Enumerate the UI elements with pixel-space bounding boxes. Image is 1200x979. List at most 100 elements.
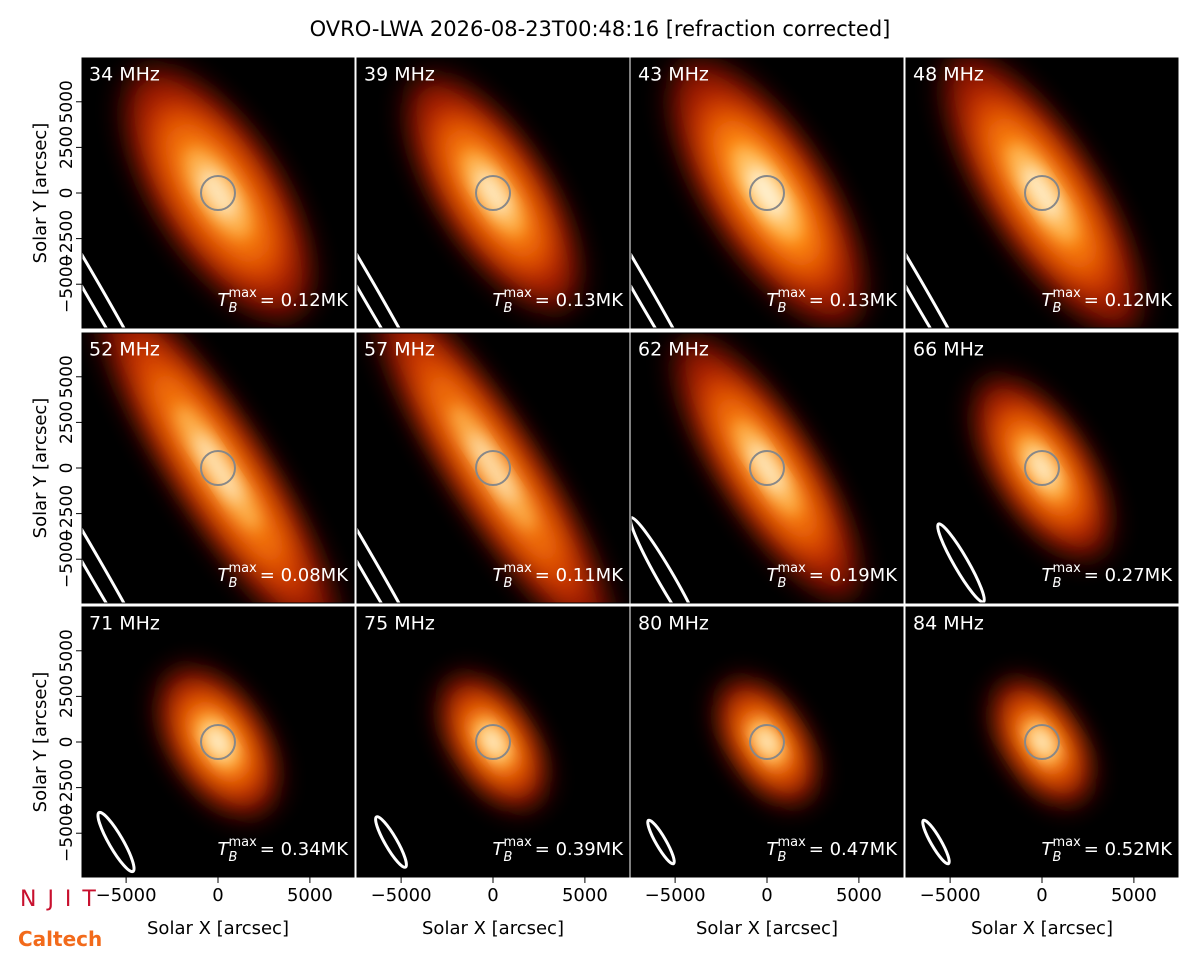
tb-value: = 0.47MK [809, 839, 898, 860]
panel [82, 607, 354, 877]
freq-label: 80 MHz [638, 613, 709, 635]
panel-frame [905, 332, 1179, 604]
tb-sup: max [503, 835, 532, 850]
beam [631, 516, 706, 603]
beam [631, 147, 723, 328]
tb-sub: B [229, 301, 238, 316]
y-tick-label: −2500 [57, 759, 77, 817]
solar-disk [749, 175, 785, 211]
tb-label: TBmax = 0.39MK [493, 835, 625, 865]
tb-label: TBmax = 0.08MK [218, 561, 350, 591]
beam [646, 818, 676, 866]
y-axis-label: Solar Y [arcsec] [30, 123, 51, 264]
tb-symbol: T [767, 839, 780, 860]
panel [357, 333, 629, 603]
tb-symbol: T [1042, 290, 1055, 311]
y-tick-label: 5000 [57, 355, 77, 398]
x-tick-label: −5000 [645, 885, 706, 906]
y-tick-label: 0 [57, 188, 77, 199]
y-tick-label: −5000 [57, 255, 77, 313]
x-tick-label: 5000 [1111, 885, 1157, 906]
y-tick-label: 2500 [57, 126, 77, 169]
panel [82, 58, 354, 328]
y-tick-label: −5000 [57, 530, 77, 588]
tb-sub: B [504, 301, 513, 316]
tb-sup: max [503, 286, 532, 301]
freq-label: 71 MHz [89, 613, 160, 635]
tb-symbol: T [218, 839, 231, 860]
freq-label: 75 MHz [364, 613, 435, 635]
tb-sup: max [1052, 835, 1081, 850]
panel [82, 333, 354, 603]
tb-sub: B [229, 850, 238, 865]
solar-disk [749, 724, 785, 760]
emission [757, 729, 777, 755]
panel [906, 333, 1178, 603]
panel [357, 607, 629, 877]
freq-label: 62 MHz [638, 339, 709, 361]
x-tick-label: −5000 [920, 885, 981, 906]
solar-disk [1024, 175, 1060, 211]
tb-label: TBmax = 0.12MK [1042, 286, 1174, 316]
x-axis-label: Solar X [arcsec] [971, 918, 1113, 939]
x-tick-label: 0 [761, 885, 772, 906]
beam [921, 818, 951, 866]
beam [82, 422, 174, 603]
solar-disk [749, 450, 785, 486]
x-tick-label: 0 [487, 885, 498, 906]
tb-label: TBmax = 0.13MK [767, 286, 899, 316]
panel-frame [630, 57, 904, 329]
y-tick-label: 0 [57, 463, 77, 474]
beam [936, 522, 986, 603]
panel [631, 58, 903, 328]
x-axis-label: Solar X [arcsec] [422, 918, 564, 939]
tb-value: = 0.08MK [260, 565, 349, 586]
y-tick-label: −2500 [57, 485, 77, 543]
tb-sub: B [504, 850, 513, 865]
freq-label: 48 MHz [913, 64, 984, 86]
tb-label: TBmax = 0.52MK [1042, 835, 1174, 865]
tb-sup: max [777, 561, 806, 576]
tb-symbol: T [767, 565, 780, 586]
solar-disk [1024, 724, 1060, 760]
freq-label: 34 MHz [89, 64, 160, 86]
y-tick-label: 2500 [57, 401, 77, 444]
y-tick-label: 2500 [57, 675, 77, 718]
beam [82, 147, 174, 328]
panel-frame [905, 57, 1179, 329]
tb-sub: B [778, 850, 787, 865]
tb-value: = 0.12MK [1084, 290, 1173, 311]
y-axis-label: Solar Y [arcsec] [30, 672, 51, 813]
beam [374, 815, 408, 869]
logo-caltech: Caltech [18, 927, 102, 951]
tb-sub: B [1053, 850, 1062, 865]
logo-njit: N J I T [20, 887, 98, 912]
tb-symbol: T [767, 290, 780, 311]
emission [469, 433, 517, 503]
tb-sup: max [777, 286, 806, 301]
x-axis-label: Solar X [arcsec] [147, 918, 289, 939]
x-tick-label: −5000 [371, 885, 432, 906]
freq-label: 39 MHz [364, 64, 435, 86]
tb-label: TBmax = 0.11MK [493, 561, 625, 591]
tb-sup: max [228, 286, 257, 301]
tb-sup: max [1052, 561, 1081, 576]
solar-disk [475, 724, 511, 760]
y-tick-label: −5000 [57, 804, 77, 862]
freq-label: 43 MHz [638, 64, 709, 86]
solar-disk [475, 175, 511, 211]
x-tick-label: −5000 [96, 885, 157, 906]
x-tick-label: 0 [1036, 885, 1047, 906]
tb-symbol: T [493, 839, 506, 860]
tb-label: TBmax = 0.47MK [767, 835, 899, 865]
tb-sup: max [777, 835, 806, 850]
panel [631, 333, 903, 603]
emission [1028, 450, 1056, 486]
tb-value: = 0.13MK [809, 290, 898, 311]
tb-sup: max [1052, 286, 1081, 301]
tb-label: TBmax = 0.27MK [1042, 561, 1174, 591]
emission [199, 168, 237, 218]
x-tick-label: 0 [212, 885, 223, 906]
panel [631, 607, 903, 877]
